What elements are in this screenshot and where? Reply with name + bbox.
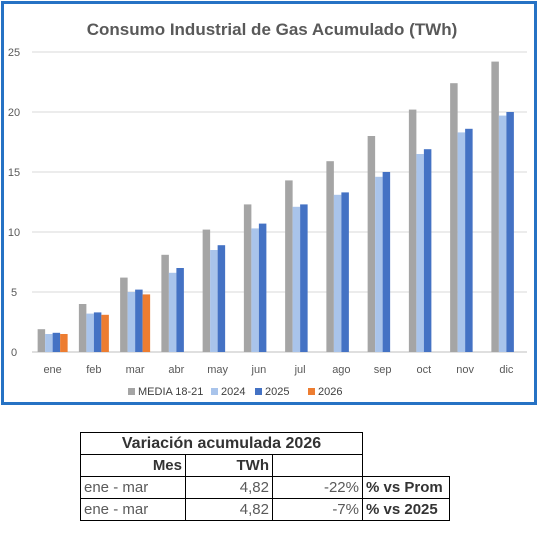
bar-2024-ago <box>333 194 342 352</box>
gridlines <box>32 51 527 353</box>
legend-label: 2025 <box>265 386 289 398</box>
bar-media-18-21-ago <box>326 161 334 352</box>
bar-media-18-21-nov <box>450 83 458 352</box>
bar-2024-feb <box>86 313 94 352</box>
table-title: Variación acumulada 2026 <box>80 432 363 455</box>
bar-media-18-21-sep <box>367 136 376 352</box>
row-note: % vs Prom <box>362 476 450 499</box>
bar-2024-mar <box>127 292 136 352</box>
x-tick-label: nov <box>456 364 474 376</box>
x-tick-label: dic <box>499 364 514 376</box>
bar-2024-nov <box>457 132 466 352</box>
bar-2025-ago <box>341 192 349 352</box>
bar-2024-sep <box>375 176 383 352</box>
bar-2026-ene <box>60 334 68 352</box>
bar-2025-abr <box>176 268 184 352</box>
y-tick-label: 5 <box>11 287 17 299</box>
bar-2025-dic <box>506 112 514 352</box>
table-title-row: Variación acumulada 2026 <box>80 432 450 455</box>
x-tick-label: may <box>207 364 228 376</box>
legend-label: 2024 <box>221 386 245 398</box>
x-tick-label: abr <box>168 364 184 376</box>
bar-media-18-21-jul <box>285 180 293 352</box>
x-tick-label: jul <box>294 364 306 376</box>
legend-swatch <box>255 388 262 395</box>
bar-2024-ene <box>45 334 53 352</box>
y-tick-label: 15 <box>8 167 20 179</box>
bar-2025-may <box>217 245 226 352</box>
table-row: ene - mar 4,82 -22% % vs Prom <box>80 476 450 499</box>
y-axis-ticks: 0 5 10 15 20 25 <box>8 47 20 359</box>
bar-media-18-21-dic <box>491 61 499 352</box>
chart-title: Consumo Industrial de Gas Acumulado (TWh… <box>87 20 458 39</box>
table-row: ene - mar 4,82 -7% % vs 2025 <box>80 498 450 521</box>
bar-2025-nov <box>465 128 473 352</box>
row-twh: 4,82 <box>185 498 273 521</box>
y-tick-label: 25 <box>8 47 20 59</box>
bar-2024-jul <box>292 206 301 352</box>
bar-2024-dic <box>498 115 507 352</box>
row-pct: -7% <box>272 498 363 521</box>
header-empty <box>272 454 363 477</box>
x-tick-label: oct <box>417 364 432 376</box>
bar-2026-feb <box>101 314 109 352</box>
bar-media-18-21-feb <box>78 304 87 352</box>
x-tick-label: jun <box>251 364 267 376</box>
legend-swatch <box>211 388 218 395</box>
row-note: % vs 2025 <box>362 498 450 521</box>
bar-2025-feb <box>93 312 102 352</box>
bar-2025-sep <box>382 172 391 352</box>
bar-2025-oct <box>423 149 432 352</box>
table-header-row: Mes TWh <box>80 454 450 477</box>
row-mes: ene - mar <box>80 476 186 499</box>
bar-media-18-21-oct <box>408 109 417 352</box>
header-twh: TWh <box>185 454 273 477</box>
bar-media-18-21-mar <box>120 277 128 352</box>
row-twh: 4,82 <box>185 476 273 499</box>
bar-2024-may <box>210 250 218 352</box>
row-pct: -22% <box>272 476 363 499</box>
bar-2025-ene <box>52 332 61 352</box>
bar-2024-abr <box>168 272 177 352</box>
x-tick-label: ago <box>332 364 350 376</box>
bar-media-18-21-may <box>202 229 211 352</box>
legend-swatch <box>128 388 135 395</box>
x-axis-ticks: ene feb mar abr may jun jul ago sep oct nov dic <box>43 364 513 376</box>
legend-swatch <box>308 388 315 395</box>
y-tick-label: 20 <box>8 107 20 119</box>
bar-media-18-21-ene <box>37 329 46 352</box>
bar-2025-jun <box>258 223 267 352</box>
bar-2025-mar <box>135 289 143 352</box>
legend-label: MEDIA 18-21 <box>138 386 203 398</box>
x-tick-label: feb <box>86 364 101 376</box>
legend-label: 2026 <box>318 386 342 398</box>
x-tick-label: sep <box>374 364 392 376</box>
chart-frame: Consumo Industrial de Gas Acumulado (TWh… <box>1 1 537 405</box>
header-mes: Mes <box>80 454 186 477</box>
x-tick-label: mar <box>126 364 145 376</box>
bar-media-18-21-jun <box>243 204 252 352</box>
y-tick-label: 0 <box>11 347 17 359</box>
legend: MEDIA 18-21 2024 2025 2026 <box>128 386 342 398</box>
row-mes: ene - mar <box>80 498 186 521</box>
x-tick-label: ene <box>43 364 61 376</box>
bar-2024-jun <box>251 228 259 352</box>
bar-media-18-21-abr <box>161 254 169 352</box>
bar-2026-mar <box>142 294 151 352</box>
bars <box>37 61 514 352</box>
chart-svg: Consumo Industrial de Gas Acumulado (TWh… <box>8 20 527 398</box>
bar-2025-jul <box>300 204 308 352</box>
y-tick-label: 10 <box>8 227 20 239</box>
summary-table: Variación acumulada 2026 Mes TWh ene - m… <box>80 432 450 521</box>
bar-2024-oct <box>416 154 424 352</box>
